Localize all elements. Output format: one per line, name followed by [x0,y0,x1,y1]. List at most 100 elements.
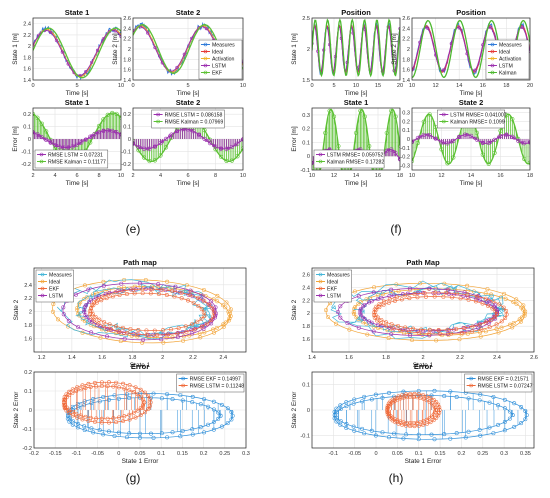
point-path_ekf [140,287,145,292]
point-path_ideal [372,285,377,290]
point-err_lstm [138,394,143,399]
point-path_ekf [427,327,432,332]
point-path_lstm [74,292,78,297]
point-path_ekf [152,328,157,333]
point-path_ideal [494,327,499,331]
point-path_lstm [89,330,94,335]
point-path_ideal [517,317,522,322]
point-err_lstm [416,423,421,428]
point-lstm [168,134,172,138]
point-path_lstm [445,287,450,292]
point-err_ekf [211,419,216,424]
point-err_lstm [106,380,111,385]
point-path_ideal [499,295,504,300]
point-path_ekf [501,305,506,310]
x-tick-label: 5 [186,83,189,89]
x-tick-label: 5 [75,83,78,89]
point-err_lstm [424,421,429,426]
point-path_ekf [466,297,471,302]
point-err_ekf [211,399,216,404]
stem-marker-lstm [35,132,40,137]
point-err_lstm [142,400,147,405]
point-path_ideal [165,279,170,284]
point-path_ideal [521,307,525,312]
stem-marker-ekf [341,175,345,179]
legend-marker [40,279,45,284]
legend-entry: RMSE EKF = 0.14997 [190,377,241,383]
point-err_ekf [380,395,385,400]
point-err_lstm [62,395,67,399]
point-err_lstm [67,407,72,412]
point-path_ekf [411,326,415,331]
point-path_lstm [200,324,205,329]
point-path_ekf [99,298,104,303]
point-lstm [441,68,446,72]
point-path_ideal [483,291,488,296]
point-err_lstm [146,393,151,398]
point-err_lstm [116,415,121,420]
y-tick-label: -0.2 [22,446,32,452]
y-tick-label: 1.6 [24,337,32,343]
point-err_ekf [344,425,349,430]
point-err_lstm [433,405,438,410]
point-lstm [153,45,157,50]
point-path_lstm [391,293,396,298]
point-lstm [48,141,53,145]
point-path_ideal [197,331,202,336]
legend-marker [318,272,323,277]
point-path_ideal [457,337,462,342]
point-err_ekf [429,432,434,437]
legend-marker [40,286,45,291]
stem-marker-ekf [88,140,93,145]
point-err_ekf [170,430,175,435]
chart-title: State 1 [65,8,90,17]
point-path_lstm [101,283,106,288]
stem-marker-lstm [492,137,497,142]
point-path_ekf [423,294,428,299]
point-err_lstm [83,386,88,390]
point-err_ekf [198,402,203,407]
point-err_ekf [502,397,507,402]
point-err_ekf [478,433,483,438]
point-path_ideal [465,283,470,288]
point-path_lstm [82,309,87,314]
point-path_ideal [523,309,528,314]
point-path_ideal [503,296,508,301]
stem-marker-lstm [191,129,196,134]
point-err_ekf [429,393,434,398]
point-err_lstm [61,400,66,405]
legend-marker [318,286,323,291]
stem-marker-ekf [235,154,240,159]
point-lstm [520,25,524,30]
point-err_lstm [111,384,116,389]
point-path_ekf [479,327,484,332]
x-axis-label: Time [s] [460,180,483,187]
x-tick-label: -0.1 [329,451,339,457]
point-err_lstm [431,397,436,402]
point-path_ekf [95,297,100,302]
x-tick-label: 8 [214,173,217,179]
legend-entry: Ideal [499,50,510,56]
point-path_ekf [419,327,424,332]
axes-frame [311,17,401,81]
point-err_lstm [433,408,438,412]
legend-entry: LSTM [327,294,341,300]
series-line-err_lstm [386,393,440,427]
legend-marker [318,293,323,298]
y-tick-label: 0 [307,154,310,160]
point-err_lstm [88,415,93,420]
legend-entry: RMSE LSTM = 0.07231 [48,153,103,159]
point-err_lstm [116,385,121,390]
stem-marker-lstm [397,157,400,162]
point-err_ekf [97,428,102,433]
x-axis-label: State 1 [413,362,434,369]
chart-f_pos1: 0 5 10 15 20 1.5 2 2.5 Position Time [s] State 1 [… [291,8,403,97]
point-err_ekf [387,390,392,395]
y-axis-label: Error [m] [12,126,19,151]
point-path_lstm [119,281,124,286]
legend-marker [490,56,495,61]
point-path_ideal [198,335,203,340]
y-tick-label: 0.2 [402,119,410,125]
point-path_lstm [137,281,142,286]
